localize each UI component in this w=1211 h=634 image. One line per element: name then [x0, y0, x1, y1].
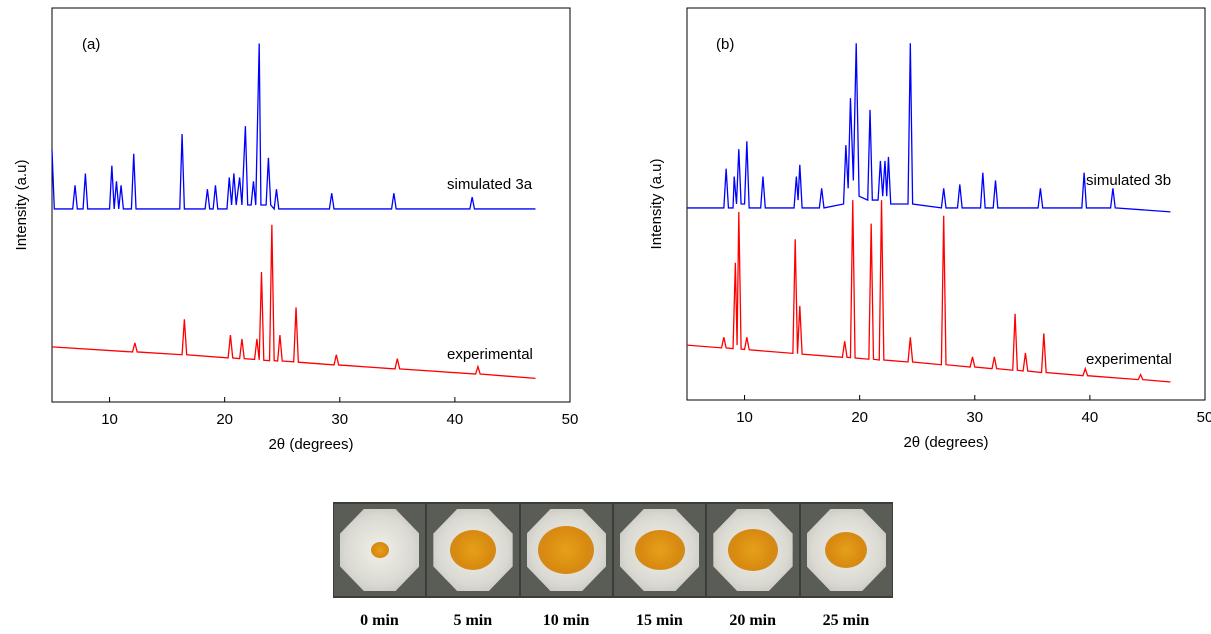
y-axis-label: Intensity (a.u) — [648, 159, 665, 250]
photo — [707, 504, 798, 596]
x-tick-label: 40 — [1082, 409, 1099, 426]
x-tick-label: 40 — [447, 411, 464, 428]
photo-caption: 25 min — [800, 612, 893, 630]
photo — [334, 504, 425, 596]
x-tick-label: 10 — [736, 409, 753, 426]
series-label: simulated 3a — [447, 176, 533, 193]
x-tick-label: 30 — [331, 411, 348, 428]
panel-label: (b) — [716, 36, 734, 53]
x-tick-label: 20 — [216, 411, 233, 428]
x-tick-label: 20 — [851, 409, 868, 426]
panel-label: (a) — [82, 36, 100, 53]
photo-caption: 5 min — [426, 612, 519, 630]
charts: 10 20 30 40 50 2θ (degrees) Intensity (a.u) (a)… — [0, 0, 1211, 460]
x-axis-label: 2θ (degrees) — [903, 434, 988, 451]
x-tick-label: 30 — [966, 409, 983, 426]
photo-caption: 10 min — [520, 612, 613, 630]
x-tick-label: 50 — [1197, 409, 1211, 426]
photo — [521, 504, 612, 596]
x-tick-label: 50 — [562, 411, 579, 428]
photo-caption: 0 min — [333, 612, 426, 630]
photo-strip — [333, 502, 893, 598]
plot-frame — [52, 8, 570, 402]
series-label: simulated 3b — [1086, 172, 1171, 189]
photo — [427, 504, 518, 596]
photo-caption: 20 min — [706, 612, 799, 630]
photo-caption: 15 min — [613, 612, 706, 630]
photo — [801, 504, 892, 596]
page: 10 20 30 40 50 2θ (degrees) Intensity (a.u) (a)… — [0, 0, 1211, 634]
x-tick-label: 10 — [101, 411, 118, 428]
series-label: experimental — [1086, 351, 1172, 368]
y-axis-label: Intensity (a.u) — [13, 160, 30, 251]
x-axis-label: 2θ (degrees) — [268, 436, 353, 453]
photo — [614, 504, 705, 596]
series-label: experimental — [447, 346, 533, 363]
